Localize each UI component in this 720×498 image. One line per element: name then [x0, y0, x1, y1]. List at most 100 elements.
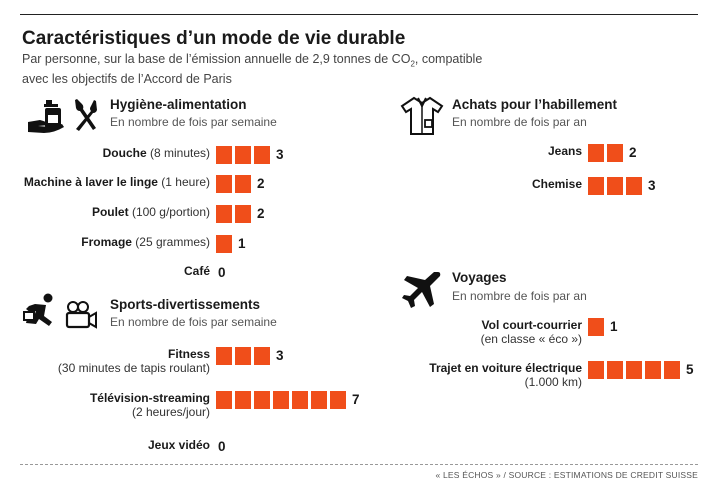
bar-square	[626, 177, 642, 195]
bar-square	[235, 347, 251, 365]
chart-title: Caractéristiques d’un mode de vie durabl…	[22, 28, 406, 49]
footer-rule	[20, 464, 698, 465]
bar-square	[588, 318, 604, 336]
bar-row-douche: Douche (8 minutes) 3	[0, 146, 720, 166]
bar-square	[254, 146, 270, 164]
bar-row-chemise: Chemise 3	[0, 177, 720, 197]
bar-value: 2	[257, 176, 265, 191]
bar-label: Jeux vidéo	[148, 438, 210, 452]
source-note: « LES ÉCHOS » / SOURCE : ESTIMATIONS DE …	[435, 470, 698, 480]
section-title-achats: Achats pour l’habillement	[452, 97, 618, 112]
fork-knife-icon	[75, 99, 97, 131]
section-title-voyages: Voyages	[452, 270, 507, 285]
bar-row-vol-court-courrier: Vol court-courrier (en classe « éco ») 1	[0, 318, 720, 346]
shirt-icon	[400, 96, 444, 135]
bar-square	[235, 175, 251, 193]
bar-row-trajet-en-voiture-electrique: Trajet en voiture électrique (1.000 km) 5	[0, 361, 720, 389]
bar-label-detail: (25 grammes)	[131, 235, 210, 249]
bar-square	[235, 391, 251, 409]
bar-square	[216, 205, 232, 223]
bar-square	[607, 177, 623, 195]
bar-square	[664, 361, 680, 379]
airplane-icon	[402, 272, 441, 308]
bar-value: 0	[218, 265, 226, 280]
bar-square	[607, 361, 623, 379]
bar-value: 2	[629, 145, 637, 160]
bar-value: 5	[686, 362, 694, 377]
bar-label-text: Vol court-courrier	[481, 318, 582, 332]
bar-square	[235, 146, 251, 164]
bar-row-cafe: Café 0	[0, 264, 720, 284]
bar-label-text: Jeans	[547, 144, 582, 158]
bar-label: Café	[184, 264, 210, 278]
bar-square	[216, 391, 232, 409]
bar-label: Fitness (30 minutes de tapis roulant)	[58, 347, 210, 375]
bar-label-detail: (1 heure)	[157, 175, 210, 189]
bar-label-text: Machine à laver le linge	[23, 175, 158, 189]
bar-label-detail: (8 minutes)	[146, 146, 210, 160]
bar-value: 3	[648, 178, 656, 193]
bar-row-machine-a-laver-le-linge: Machine à laver le linge (1 heure) 2	[0, 175, 720, 195]
top-rule	[20, 14, 698, 15]
bar-square	[254, 347, 270, 365]
bar-label: Machine à laver le linge (1 heure)	[24, 175, 210, 189]
bar-row-fitness: Fitness (30 minutes de tapis roulant) 3	[0, 347, 720, 375]
bar-square	[607, 144, 623, 162]
bar-label: Fromage (25 grammes)	[81, 235, 210, 249]
bar-label: Trajet en voiture électrique (1.000 km)	[429, 361, 582, 389]
bar-value: 1	[238, 236, 246, 251]
bar-square	[588, 177, 604, 195]
bar-square	[292, 391, 308, 409]
bar-value: 7	[352, 392, 360, 407]
bar-label-text: Douche	[102, 146, 147, 160]
subtitle-line1: Par personne, sur la base de l’émission …	[22, 52, 411, 66]
bar-value: 0	[218, 439, 226, 454]
bar-label-text: Fitness	[167, 347, 210, 361]
bar-square	[588, 144, 604, 162]
bar-label: Chemise	[532, 177, 582, 191]
bar-square	[216, 146, 232, 164]
bar-label-detail: (30 minutes de tapis roulant)	[57, 361, 210, 375]
bar-square	[216, 175, 232, 193]
chart-subtitle: Par personne, sur la base de l’émission …	[22, 52, 582, 87]
runner-icon	[23, 293, 53, 326]
bar-square	[330, 391, 346, 409]
bar-label: Douche (8 minutes)	[103, 146, 210, 160]
bar-label-text: Chemise	[531, 177, 582, 191]
bar-value: 1	[610, 319, 618, 334]
bar-label-detail: (1.000 km)	[524, 375, 582, 389]
bar-label-detail: (100 g/portion)	[128, 205, 210, 219]
bar-row-jeux-video: Jeux vidéo 0	[0, 438, 720, 458]
bar-square	[588, 361, 604, 379]
section-title-hygiene: Hygiène-alimentation	[110, 97, 247, 112]
bar-value: 2	[257, 206, 265, 221]
bar-label-text: Télévision-streaming	[89, 391, 210, 405]
bar-label-text: Café	[183, 264, 210, 278]
subtitle-line1-end: , compatible	[414, 52, 483, 66]
section-subtitle-sports: En nombre de fois par semaine	[110, 315, 277, 329]
bar-row-jeans: Jeans 2	[0, 144, 720, 164]
bar-label: Vol court-courrier (en classe « éco »)	[481, 318, 582, 346]
bar-square	[216, 235, 232, 253]
bar-row-television-streaming: Télévision-streaming (2 heures/jour) 7	[0, 391, 720, 419]
bar-square	[311, 391, 327, 409]
section-subtitle-hygiene: En nombre de fois par semaine	[110, 115, 277, 129]
bar-label-detail: (en classe « éco »)	[480, 332, 582, 346]
camera-icon	[65, 301, 97, 329]
section-subtitle-achats: En nombre de fois par an	[452, 115, 587, 129]
bar-square	[216, 347, 232, 365]
bar-label: Télévision-streaming (2 heures/jour)	[90, 391, 210, 419]
bar-label-text: Fromage	[81, 235, 132, 249]
section-title-sports: Sports-divertissements	[110, 297, 261, 312]
subtitle-line2: avec les objectifs de l’Accord de Paris	[22, 71, 232, 86]
bar-label-text: Jeux vidéo	[147, 438, 210, 452]
bar-label: Jeans	[548, 144, 582, 158]
bar-value: 3	[276, 147, 284, 162]
hand-wash-icon	[28, 100, 64, 133]
bar-label-text: Poulet	[91, 205, 129, 219]
bar-label: Poulet (100 g/portion)	[92, 205, 210, 219]
bar-square	[645, 361, 661, 379]
bar-square	[273, 391, 289, 409]
bar-square	[235, 205, 251, 223]
bar-label-detail: (2 heures/jour)	[131, 405, 210, 419]
